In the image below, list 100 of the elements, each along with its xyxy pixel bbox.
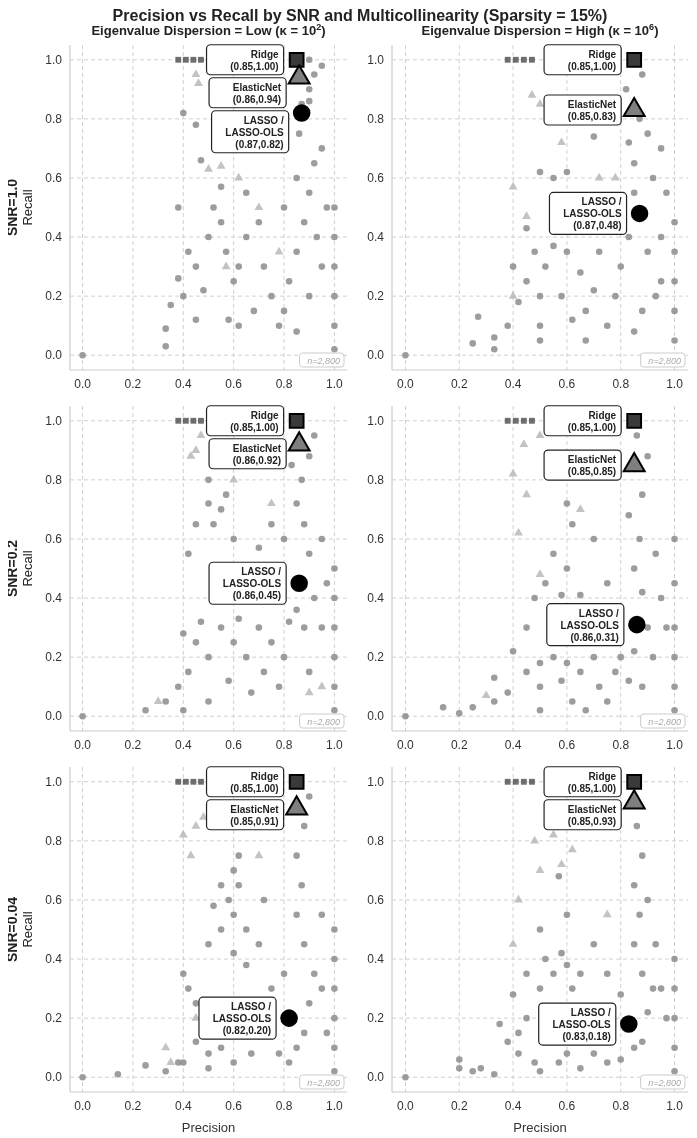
point xyxy=(217,624,225,631)
point xyxy=(114,1070,122,1078)
point xyxy=(285,1059,293,1066)
point xyxy=(638,71,646,78)
x-tick-label: 0.6 xyxy=(558,1099,576,1113)
point xyxy=(197,156,205,164)
point xyxy=(469,340,477,347)
point xyxy=(260,896,268,904)
point xyxy=(192,1000,200,1007)
point xyxy=(235,322,243,329)
point xyxy=(331,1068,338,1075)
point xyxy=(536,659,544,667)
point xyxy=(235,263,243,270)
point xyxy=(523,278,530,285)
point xyxy=(630,1044,638,1051)
point xyxy=(174,275,182,282)
point xyxy=(268,985,275,992)
point xyxy=(612,292,619,300)
y-tick-label: 0.6 xyxy=(45,170,63,185)
x-tick-label: 1.0 xyxy=(666,377,684,391)
point xyxy=(180,292,187,300)
point xyxy=(520,56,527,63)
point xyxy=(210,204,217,211)
point xyxy=(630,328,638,335)
x-tick-label: 0.4 xyxy=(174,738,192,752)
point xyxy=(293,248,300,256)
point xyxy=(230,949,237,957)
point xyxy=(515,1050,522,1057)
point xyxy=(230,911,237,919)
point xyxy=(191,445,201,453)
y-tick-label: 0.4 xyxy=(367,230,385,245)
point xyxy=(657,145,665,152)
y-tick-label: 1.0 xyxy=(367,774,385,789)
point xyxy=(671,535,678,543)
point xyxy=(523,1014,530,1022)
point xyxy=(310,432,318,439)
point xyxy=(255,218,263,226)
x-tick-label: 0.0 xyxy=(74,738,92,752)
point xyxy=(504,1038,511,1046)
point xyxy=(455,1056,463,1063)
point xyxy=(529,417,535,424)
point xyxy=(190,417,197,424)
point xyxy=(318,624,326,631)
point xyxy=(248,689,255,696)
point xyxy=(323,1029,331,1037)
y-tick-label: 0.6 xyxy=(367,531,385,546)
point xyxy=(508,291,518,299)
x-tick-label: 0.4 xyxy=(504,377,522,391)
point xyxy=(222,491,230,498)
y-tick-label: 0.0 xyxy=(367,1070,385,1085)
point xyxy=(280,653,288,661)
y-tick-label: 0.8 xyxy=(367,833,385,848)
point xyxy=(620,1015,638,1033)
point xyxy=(630,940,638,948)
point xyxy=(531,1059,538,1066)
point xyxy=(260,668,268,676)
point xyxy=(508,181,518,190)
y-tick-label: 0.4 xyxy=(367,952,385,967)
point xyxy=(242,926,250,933)
x-tick-label: 0.2 xyxy=(124,377,142,391)
point xyxy=(205,653,212,661)
y-axis-title: SNR=0.04 Recall xyxy=(4,896,35,962)
point xyxy=(323,204,331,211)
annotation: Ridge (0.85,1.00) xyxy=(230,770,280,794)
point xyxy=(230,535,237,543)
point xyxy=(514,527,523,536)
annotation: ElasticNet (0.86,0.94) xyxy=(232,81,282,105)
point xyxy=(644,896,651,904)
point xyxy=(331,263,338,270)
point xyxy=(221,261,231,270)
annotation: n=2,800 xyxy=(307,1077,340,1088)
point xyxy=(582,337,590,344)
point xyxy=(198,778,204,785)
y-tick-label: 0.4 xyxy=(45,591,63,606)
x-tick-label: 0.6 xyxy=(225,377,243,391)
point xyxy=(455,1065,463,1072)
point xyxy=(504,689,511,696)
point xyxy=(162,325,169,332)
point xyxy=(555,1059,563,1066)
point xyxy=(250,307,258,315)
point xyxy=(523,224,530,232)
x-tick-label: 0.6 xyxy=(225,1099,243,1113)
point xyxy=(531,248,538,256)
point xyxy=(79,1073,86,1081)
point xyxy=(563,659,571,667)
point xyxy=(536,707,544,714)
point xyxy=(293,606,300,614)
point xyxy=(617,653,625,661)
point xyxy=(210,520,217,528)
point xyxy=(671,1044,678,1051)
point xyxy=(192,316,200,324)
point xyxy=(248,1050,255,1057)
point xyxy=(185,668,192,676)
point xyxy=(293,328,300,335)
annotation: LASSO / LASSO-OLS (0.87,0.82) xyxy=(225,114,284,150)
point xyxy=(235,881,243,889)
point xyxy=(225,677,232,685)
y-tick-label: 0.4 xyxy=(45,230,63,245)
point xyxy=(612,668,619,676)
annotation: Ridge (0.85,1.00) xyxy=(567,770,617,794)
